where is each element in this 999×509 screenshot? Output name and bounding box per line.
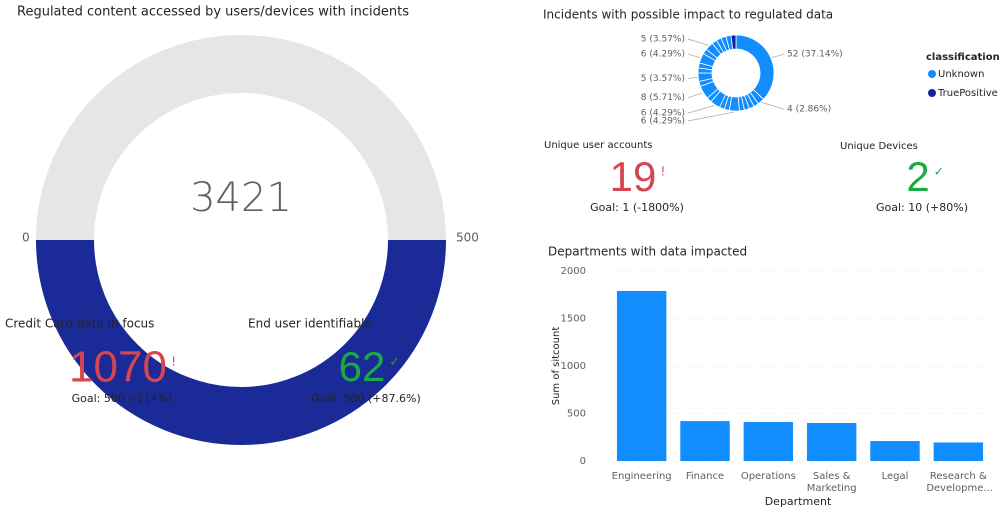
pie-label: 6 (4.29%) — [641, 109, 685, 119]
pie-leader — [687, 105, 715, 114]
bar-title: Departments with data impacted — [548, 245, 747, 259]
y-axis-title: Sum of sitcount — [551, 327, 562, 406]
pie-leader — [687, 76, 698, 79]
y-tick-label: 500 — [567, 409, 586, 420]
legend-label: TruePositive — [937, 88, 998, 99]
pie-title: Incidents with possible impact to regula… — [543, 8, 833, 22]
kpi-title: Unique user accounts — [544, 140, 653, 151]
kpi-title: Credit Card data in focus — [5, 317, 154, 331]
bar — [680, 421, 730, 461]
pie-leader — [771, 53, 785, 59]
legend-marker — [928, 70, 936, 78]
pie-label: 6 (4.29%) — [641, 50, 685, 60]
kpi-title: End user identifiable — [248, 317, 372, 331]
gauge-arc — [36, 240, 446, 445]
x-axis-title: Department — [765, 495, 832, 508]
pie-label: 4 (2.86%) — [787, 105, 831, 115]
kpi-value: 19 — [610, 153, 657, 200]
y-tick-label: 2000 — [561, 266, 586, 277]
bar — [616, 290, 667, 461]
gauge-title: Regulated content accessed by users/devi… — [17, 5, 409, 20]
x-tick-label: Operations — [740, 471, 796, 482]
y-tick-label: 1000 — [561, 361, 586, 372]
gauge-value: 3421 — [190, 175, 292, 221]
pie-slice — [730, 34, 737, 50]
gauge-track — [36, 35, 446, 240]
kpi-indicator: ! — [661, 165, 666, 179]
pie-leader — [687, 53, 701, 59]
pie-leader — [687, 92, 703, 99]
bar — [806, 423, 857, 461]
y-tick-label: 0 — [580, 456, 586, 467]
kpi-indicator: ✓ — [390, 355, 400, 369]
gauge-min: 0 — [22, 231, 30, 245]
legend-marker — [928, 89, 936, 97]
x-tick-label: Engineering — [611, 471, 672, 482]
x-tick-label: Research & Developme... — [926, 471, 993, 494]
kpi-title: Unique Devices — [840, 141, 918, 152]
pie-label: 8 (5.71%) — [641, 93, 685, 103]
kpi-indicator: ! — [171, 355, 176, 369]
bar — [743, 422, 794, 461]
pie-leader — [687, 38, 709, 46]
kpi-value: 62 — [339, 343, 386, 390]
kpi-goal: Goal: 10 (+80%) — [876, 201, 968, 214]
pie-slice — [735, 34, 775, 100]
legend-label: Unknown — [938, 69, 984, 80]
x-tick-label: Finance — [685, 471, 725, 482]
pie-leader — [687, 111, 735, 122]
kpi-value: 1070 — [69, 343, 167, 392]
kpi-indicator: ✓ — [934, 165, 944, 179]
x-tick-label: Legal — [881, 471, 909, 482]
legend-title: classification — [926, 52, 999, 63]
x-tick-label: Sales & Marketing — [806, 471, 857, 494]
pie-leader — [761, 101, 785, 110]
bar — [870, 441, 920, 461]
pie-label: 5 (3.57%) — [641, 74, 685, 84]
pie-label: 6 (4.29%) — [641, 116, 685, 126]
kpi-value: 2 — [906, 153, 929, 200]
gauge-max: 500 — [456, 231, 479, 245]
bar — [933, 442, 984, 461]
pie-label: 5 (3.57%) — [641, 35, 685, 45]
kpi-goal: Goal: 1 (-1800%) — [590, 201, 684, 214]
y-tick-label: 1500 — [561, 314, 586, 325]
kpi-goal: Goal: 500 (-114%) — [72, 392, 173, 405]
pie-label: 52 (37.14%) — [787, 50, 843, 60]
kpi-goal: Goal: 500 (+87.6%) — [311, 392, 421, 405]
